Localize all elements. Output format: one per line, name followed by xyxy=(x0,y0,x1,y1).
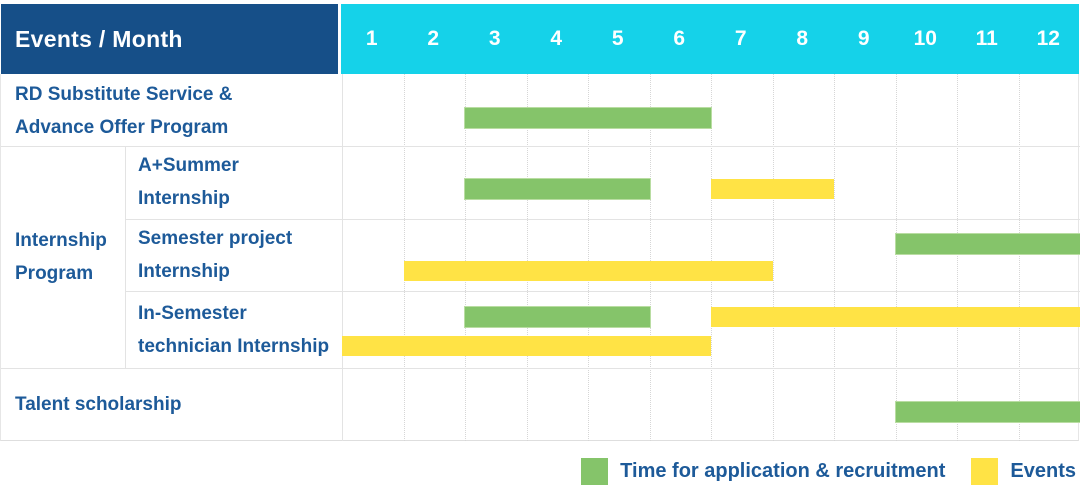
event-bar xyxy=(711,307,1080,328)
row-label-line: A+Summer xyxy=(138,155,239,177)
grid-month-line xyxy=(1018,74,1020,441)
grid-month-line xyxy=(834,74,835,441)
row-label-line: In-Semester xyxy=(138,302,247,324)
grid-month-line xyxy=(588,74,589,441)
grid-month-line xyxy=(895,74,897,441)
grid-row-line xyxy=(1,146,1080,147)
row-label: A+Summer Internship xyxy=(138,146,239,219)
group-label-line: Internship xyxy=(15,230,107,251)
legend-label: Time for application & recruitment xyxy=(620,460,946,482)
month-header: 1 2 3 4 5 6 7 8 9 10 11 12 xyxy=(341,4,1079,74)
grid-month-line xyxy=(649,74,651,441)
month-label: 3 xyxy=(488,27,501,50)
application-bar xyxy=(465,179,650,200)
application-bar xyxy=(895,401,1080,422)
month-label: 8 xyxy=(796,27,809,50)
month-label: 11 xyxy=(975,27,998,50)
legend-label: Events xyxy=(1010,460,1076,482)
group-label: Internship Program xyxy=(15,146,107,368)
row-label-line: Advance Offer Program xyxy=(15,116,229,138)
grid-month-line xyxy=(526,74,528,441)
event-bar xyxy=(403,260,773,281)
row-label-line: Talent scholarship xyxy=(15,394,182,415)
grid-col-line xyxy=(342,74,343,441)
application-bar xyxy=(895,233,1080,254)
row-label-line: technician Internship xyxy=(138,335,330,357)
chart-body: RD Substitute Service & Advance Offer Pro… xyxy=(0,74,1080,441)
row-label: Talent scholarship xyxy=(15,368,181,441)
row-label: Semester project Internship xyxy=(138,219,292,292)
grid-row-line xyxy=(125,291,1080,292)
row-label: In-Semester technician Internship xyxy=(138,291,329,368)
legend-swatch-application-icon xyxy=(581,458,609,485)
grid-month-line xyxy=(403,74,405,441)
row-label-line: Internship xyxy=(138,260,230,282)
group-label-line: Program xyxy=(15,263,94,284)
legend-item-event: Events xyxy=(971,458,1076,485)
row-label: RD Substitute Service & Advance Offer Pro… xyxy=(15,75,233,146)
month-label: 1 xyxy=(365,27,378,50)
month-label: 10 xyxy=(913,27,937,50)
header-title-cell: Events / Month xyxy=(1,4,338,74)
row-label-line: RD Substitute Service & xyxy=(15,83,233,105)
month-label: 7 xyxy=(734,27,747,50)
month-label: 4 xyxy=(550,27,563,50)
grid-row-line xyxy=(125,218,1080,220)
event-bar xyxy=(342,336,711,357)
row-label-line: Internship xyxy=(138,188,230,210)
month-label: 6 xyxy=(673,27,686,50)
application-bar xyxy=(465,307,650,328)
grid-row-line xyxy=(1,368,1080,369)
grid-subcol-line xyxy=(125,146,126,368)
grid-month-line xyxy=(957,74,958,441)
application-bar xyxy=(465,107,711,128)
row-label-line: Semester project xyxy=(138,227,293,249)
grid-month-line xyxy=(772,74,774,441)
grid-month-line xyxy=(711,74,712,441)
month-label: 12 xyxy=(1036,27,1060,50)
legend-item-application: Time for application & recruitment xyxy=(581,458,945,485)
event-bar xyxy=(711,179,834,200)
page-title: Events / Month xyxy=(15,25,183,52)
legend-swatch-event-icon xyxy=(971,458,999,485)
legend: Time for application & recruitment Events xyxy=(581,458,1076,485)
grid-month-line xyxy=(465,74,466,441)
month-label: 9 xyxy=(857,27,870,50)
month-label: 5 xyxy=(611,27,624,50)
month-label: 2 xyxy=(427,27,440,50)
